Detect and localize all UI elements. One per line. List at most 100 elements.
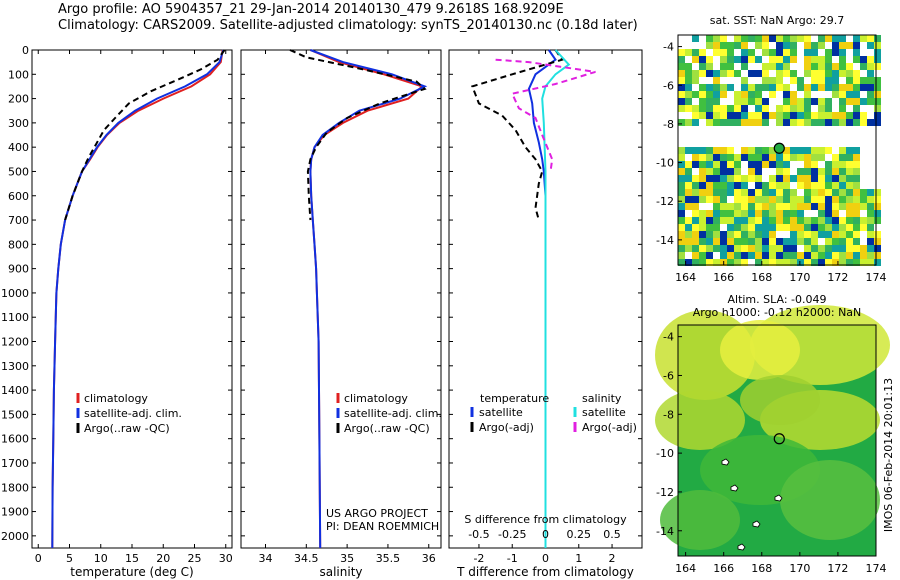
sst-cell xyxy=(825,98,832,105)
sst-cell xyxy=(783,245,790,252)
sst-cell xyxy=(783,252,790,259)
sst-cell xyxy=(853,154,860,161)
sst-cell xyxy=(811,196,818,203)
sst-cell xyxy=(678,63,685,70)
sst-cell xyxy=(776,189,783,196)
sst-cell xyxy=(685,259,692,266)
sst-cell xyxy=(811,182,818,189)
sst-cell xyxy=(818,119,825,126)
sst-cell xyxy=(832,245,839,252)
sst-x-tick-label: 166 xyxy=(713,271,734,284)
y-tick-label: 1700 xyxy=(1,457,29,470)
sst-cell xyxy=(713,35,720,42)
legend-label: Argo(-adj) xyxy=(582,421,637,434)
sst-cell xyxy=(748,84,755,91)
sst-cell xyxy=(741,175,748,182)
sst-cell xyxy=(699,49,706,56)
sst-cell xyxy=(734,224,741,231)
sst-cell xyxy=(804,105,811,112)
sst-cell xyxy=(748,189,755,196)
sst-cell xyxy=(734,231,741,238)
y-tick-label: 300 xyxy=(8,117,29,130)
sst-cell xyxy=(734,112,741,119)
sst-cell xyxy=(839,217,846,224)
legend-label: satellite xyxy=(582,406,626,419)
sst-cell xyxy=(853,147,860,154)
sst-cell xyxy=(818,77,825,84)
sst-cell xyxy=(839,49,846,56)
sst-cell xyxy=(874,84,881,91)
sst-cell xyxy=(832,112,839,119)
sst-cell xyxy=(755,161,762,168)
sst-cell xyxy=(874,245,881,252)
sst-cell xyxy=(713,119,720,126)
sst-cell xyxy=(748,147,755,154)
sst-cell xyxy=(867,77,874,84)
sst-map: -4 -6 -8 -10 -12 -14 164 166 168 170 172 174 sat. SS… xyxy=(656,14,886,284)
sst-cell xyxy=(839,84,846,91)
sst-cell xyxy=(846,175,853,182)
sst-cell xyxy=(776,49,783,56)
chart-salinity: 34 34.5 35 35.5 36 salinity xyxy=(240,49,442,579)
sst-cell xyxy=(783,35,790,42)
sst-cell xyxy=(867,259,874,266)
sst-cell xyxy=(713,203,720,210)
sst-cell xyxy=(762,217,769,224)
sst-cell xyxy=(818,70,825,77)
sst-cell xyxy=(762,35,769,42)
sst-cell xyxy=(713,98,720,105)
sst-cell xyxy=(867,119,874,126)
sst-cell xyxy=(720,63,727,70)
sst-cell xyxy=(776,203,783,210)
sst-cell xyxy=(720,91,727,98)
sst-cell xyxy=(874,77,881,84)
sst-cell xyxy=(720,182,727,189)
y-tick-label: 0 xyxy=(22,44,29,57)
sst-cell xyxy=(769,252,776,259)
y-tick-label: 2000 xyxy=(1,530,29,543)
sst-cell xyxy=(867,238,874,245)
sst-cell xyxy=(713,42,720,49)
sst-cell xyxy=(727,105,734,112)
sst-cell xyxy=(762,112,769,119)
y-tick-label: 200 xyxy=(8,93,29,106)
sst-cell xyxy=(860,112,867,119)
sst-cell xyxy=(692,56,699,63)
sst-cell xyxy=(867,217,874,224)
sst-cell xyxy=(727,56,734,63)
sst-cell xyxy=(734,259,741,266)
sst-cell xyxy=(727,252,734,259)
sst-cell xyxy=(825,56,832,63)
sst-cell xyxy=(678,168,685,175)
sst-cell xyxy=(762,77,769,84)
x-tick-label: 2 xyxy=(609,552,616,565)
sst-cell xyxy=(713,105,720,112)
sst-cell xyxy=(762,119,769,126)
sst-cell xyxy=(783,259,790,266)
sst-cell xyxy=(846,42,853,49)
sst-cell xyxy=(853,42,860,49)
sst-cell xyxy=(713,168,720,175)
sst-cell xyxy=(818,56,825,63)
sst-cell xyxy=(769,112,776,119)
sst-cell xyxy=(720,196,727,203)
sst-cell xyxy=(713,147,720,154)
sst-x-tick-label: 172 xyxy=(827,271,848,284)
sst-cell xyxy=(825,49,832,56)
sst-cell xyxy=(685,203,692,210)
sst-cell xyxy=(783,196,790,203)
sst-cell xyxy=(790,49,797,56)
sst-cell xyxy=(776,175,783,182)
sst-cell xyxy=(839,238,846,245)
y-tick-label: 1100 xyxy=(1,311,29,324)
sst-cell xyxy=(811,70,818,77)
sst-cell xyxy=(748,196,755,203)
sst-cell xyxy=(846,112,853,119)
sst-cell xyxy=(811,56,818,63)
sla-x-tick-label: 172 xyxy=(827,562,848,575)
sst-cell xyxy=(762,42,769,49)
sst-cell xyxy=(769,245,776,252)
sst-cell xyxy=(692,231,699,238)
sst-x-tick-label: 174 xyxy=(866,271,887,284)
sst-cell xyxy=(839,168,846,175)
